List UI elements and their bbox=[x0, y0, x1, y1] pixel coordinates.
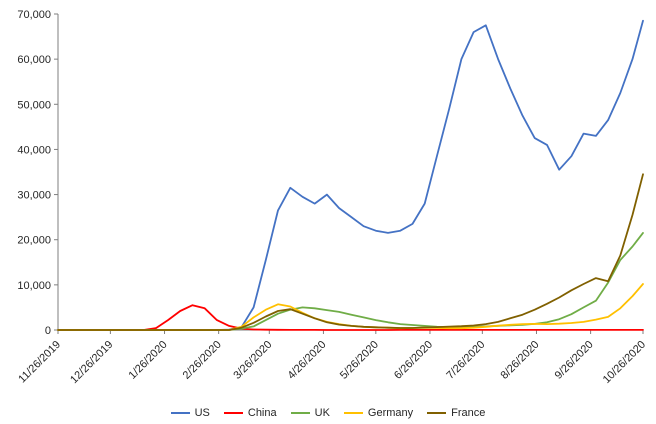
legend: US China UK Germany France bbox=[0, 407, 656, 419]
legend-line-swatch bbox=[343, 412, 363, 414]
legend-label: China bbox=[247, 407, 277, 419]
x-tick-label: 11/26/2019 bbox=[16, 339, 63, 386]
series-line-uk bbox=[57, 231, 644, 331]
legend-line-swatch bbox=[290, 412, 310, 414]
x-tick-label: 4/26/2020 bbox=[285, 339, 328, 382]
y-tick-label: 0 bbox=[45, 325, 51, 337]
legend-line-swatch bbox=[170, 412, 190, 414]
legend-item-germany: Germany bbox=[343, 407, 414, 419]
legend-item-france: France bbox=[427, 407, 485, 419]
legend-item-us: US bbox=[170, 407, 210, 419]
series-line-france bbox=[57, 173, 644, 331]
y-tick-label: 60,000 bbox=[17, 54, 51, 66]
legend-line-swatch bbox=[427, 412, 447, 414]
x-tick-label: 5/26/2020 bbox=[338, 339, 381, 382]
legend-label: Germany bbox=[367, 407, 414, 419]
legend-item-china: China bbox=[223, 407, 277, 419]
x-tick-label: 3/26/2020 bbox=[231, 339, 274, 382]
y-tick-label: 50,000 bbox=[17, 99, 51, 111]
x-tick-label: 7/26/2020 bbox=[444, 339, 487, 382]
legend-label: US bbox=[194, 407, 210, 419]
legend-label: UK bbox=[314, 407, 330, 419]
legend-item-uk: UK bbox=[290, 407, 330, 419]
y-tick-label: 30,000 bbox=[17, 190, 51, 202]
x-tick-label: 9/26/2020 bbox=[553, 339, 596, 382]
y-tick-label: 20,000 bbox=[17, 235, 51, 247]
series-line-germany bbox=[57, 283, 644, 331]
x-tick-label: 1/26/2020 bbox=[127, 339, 170, 382]
y-tick-label: 10,000 bbox=[17, 280, 51, 292]
legend-line-swatch bbox=[223, 412, 243, 414]
chart-canvas: 0 10,000 20,000 30,000 40,000 50,000 60,000 70,… bbox=[16, 9, 648, 386]
x-tick-label: 2/26/2020 bbox=[181, 339, 224, 382]
x-tick-label: 10/26/2020 bbox=[601, 339, 648, 386]
y-tick-label: 70,000 bbox=[17, 9, 51, 21]
x-tick-label: 6/26/2020 bbox=[392, 339, 435, 382]
legend-label: France bbox=[451, 407, 486, 419]
x-tick-label: 8/26/2020 bbox=[499, 339, 542, 382]
y-tick-label: 40,000 bbox=[17, 144, 51, 156]
x-tick-label: 12/26/2019 bbox=[68, 339, 115, 386]
series-line-us bbox=[57, 19, 644, 331]
series-line-china bbox=[57, 304, 644, 331]
